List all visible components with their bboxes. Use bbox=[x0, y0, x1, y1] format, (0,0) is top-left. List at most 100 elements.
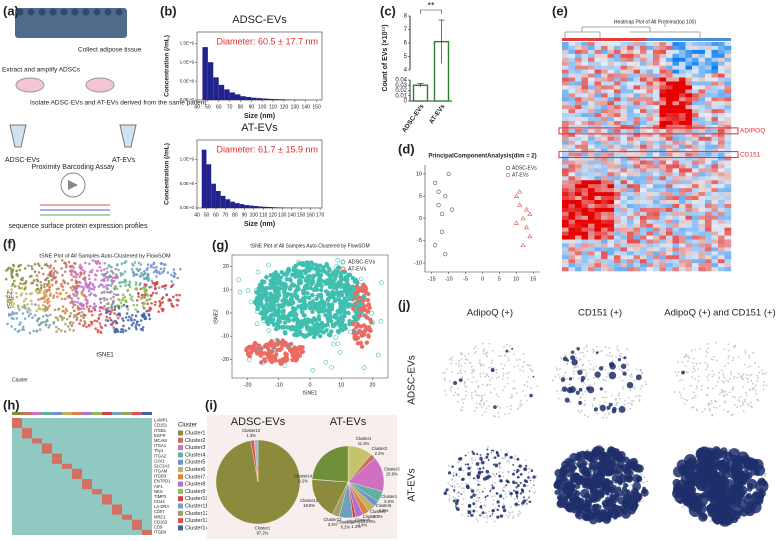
heatmap-cell bbox=[627, 145, 634, 149]
heatmap-cell bbox=[601, 137, 608, 141]
heatmap-cell bbox=[562, 82, 569, 86]
positive-point bbox=[529, 500, 532, 503]
tsne-point bbox=[171, 284, 174, 287]
background-point bbox=[522, 353, 524, 355]
heatmap-cell bbox=[614, 82, 621, 86]
heatmap-cell bbox=[640, 141, 647, 145]
heatmap-cell bbox=[562, 149, 569, 153]
heatmap-cell bbox=[634, 251, 641, 255]
heatmap-cell bbox=[705, 70, 712, 74]
heatmap-cell bbox=[660, 228, 667, 232]
heatmap-cell bbox=[627, 137, 634, 141]
x-tick-label: 20 bbox=[369, 382, 375, 388]
background-point bbox=[564, 354, 566, 356]
tsne-point bbox=[265, 309, 269, 313]
tsne-point bbox=[60, 329, 63, 332]
heatmap-cell bbox=[686, 58, 693, 62]
heatmap-cell bbox=[686, 113, 693, 117]
positive-point bbox=[569, 377, 572, 380]
background-point bbox=[715, 342, 717, 344]
heatmap-cell bbox=[614, 125, 621, 129]
heatmap-cell bbox=[647, 82, 654, 86]
heatmap-cell bbox=[679, 236, 686, 240]
tsne-point bbox=[43, 283, 46, 286]
tsne-point bbox=[135, 283, 138, 286]
tsne-point bbox=[120, 272, 123, 275]
tsne-point bbox=[151, 280, 154, 283]
heatmap-cell bbox=[621, 176, 628, 180]
background-point bbox=[517, 515, 519, 517]
heatmap-cell bbox=[692, 224, 699, 228]
positive-point bbox=[479, 514, 481, 516]
background-point bbox=[586, 350, 588, 352]
background-point bbox=[641, 385, 643, 387]
heatmap-cell bbox=[562, 188, 569, 192]
heatmap-cell bbox=[582, 196, 589, 200]
tsne-point bbox=[280, 325, 284, 329]
heatmap-cell bbox=[699, 259, 706, 263]
background-point bbox=[721, 392, 723, 394]
tsne-point bbox=[122, 331, 125, 334]
tsne-point bbox=[37, 298, 40, 301]
heatmap-cell bbox=[647, 200, 654, 204]
background-point bbox=[483, 394, 485, 396]
tsne-point bbox=[88, 278, 91, 281]
tsne-point bbox=[99, 262, 102, 265]
heatmap-cell bbox=[562, 164, 569, 168]
tsne-point bbox=[108, 310, 111, 313]
tsne-point bbox=[34, 314, 37, 317]
plot-title: tSNE Plot of All Samples Auto-Clustered … bbox=[250, 243, 369, 249]
background-point bbox=[486, 522, 488, 524]
background-point bbox=[747, 403, 749, 405]
heatmap-cell bbox=[634, 70, 641, 74]
positive-point bbox=[521, 490, 524, 493]
heatmap-cell bbox=[614, 89, 621, 93]
background-point bbox=[712, 359, 714, 361]
heatmap-cell bbox=[712, 259, 719, 263]
heatmap-cell bbox=[595, 82, 602, 86]
background-point bbox=[466, 359, 468, 361]
background-point bbox=[500, 355, 502, 357]
background-point bbox=[755, 390, 757, 392]
heatmap-cell bbox=[640, 82, 647, 86]
heatmap-cell bbox=[569, 236, 576, 240]
positive-point bbox=[485, 496, 487, 498]
heatmap-cell bbox=[588, 113, 595, 117]
positive-point bbox=[486, 453, 489, 456]
heatmap-cell bbox=[673, 196, 680, 200]
heatmap-cell bbox=[705, 74, 712, 78]
heatmap-cell bbox=[712, 263, 719, 267]
heatmap-cell bbox=[569, 117, 576, 121]
background-point bbox=[606, 354, 608, 356]
panel-label: (j) bbox=[398, 297, 410, 312]
heatmap-cell bbox=[575, 46, 582, 50]
background-point bbox=[523, 361, 525, 363]
background-point bbox=[620, 353, 622, 355]
heatmap-cell bbox=[640, 176, 647, 180]
heatmap-cell bbox=[627, 149, 634, 153]
tsne-point bbox=[135, 328, 138, 331]
heatmap-cell bbox=[705, 129, 712, 133]
positive-point bbox=[561, 377, 566, 382]
heatmap-cell bbox=[660, 200, 667, 204]
positive-point bbox=[520, 482, 522, 484]
heatmap-cell bbox=[614, 70, 621, 74]
panel-label: (e) bbox=[552, 3, 568, 18]
heatmap-cell bbox=[634, 172, 641, 176]
y-tick-label: -10 bbox=[414, 261, 422, 267]
positive-point bbox=[467, 510, 471, 514]
heatmap-cell bbox=[653, 42, 660, 46]
heatmap-cell bbox=[679, 42, 686, 46]
heatmap-cell bbox=[562, 251, 569, 255]
row-header: AT-EVs bbox=[407, 468, 418, 501]
heatmap-cell bbox=[660, 216, 667, 220]
heatmap-cell bbox=[614, 184, 621, 188]
tsne-point bbox=[260, 293, 264, 297]
background-point bbox=[629, 408, 631, 410]
heatmap-cell bbox=[608, 224, 615, 228]
heatmap-cell bbox=[653, 172, 660, 176]
heatmap-cell bbox=[640, 224, 647, 228]
heatmap-cell bbox=[569, 105, 576, 109]
heatmap-cell bbox=[660, 196, 667, 200]
heatmap-cell bbox=[725, 259, 732, 263]
